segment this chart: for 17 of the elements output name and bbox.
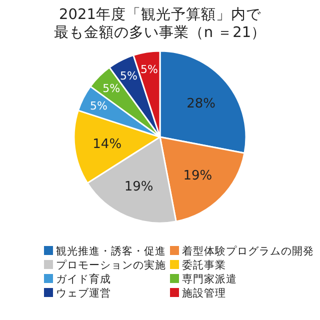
legend-label: 委託事業 [182,258,226,272]
data-label: 5% [90,100,108,113]
data-label: 5% [102,82,120,96]
legend-label: 施設管理 [182,286,226,300]
data-label: 19% [183,168,212,184]
legend-label: 着型体験プログラムの開発 [182,244,314,258]
legend-label: 専門家派遣 [182,272,237,286]
data-label: 5% [140,62,158,76]
legend-label: プロモーションの実施 [56,258,166,272]
legend-label: 観光推進・誘客・促進 [56,244,166,258]
data-label: 28% [186,96,216,112]
data-label: 19% [124,179,154,194]
data-label: 5% [120,70,138,83]
legend-label: ガイド育成 [56,272,111,286]
data-label: 14% [92,137,122,152]
legend-label: ウェブ運営 [56,286,111,300]
chart-title: 2021年度「観光予算額」内で最も金額の多い事業（n ＝21） [54,6,266,41]
